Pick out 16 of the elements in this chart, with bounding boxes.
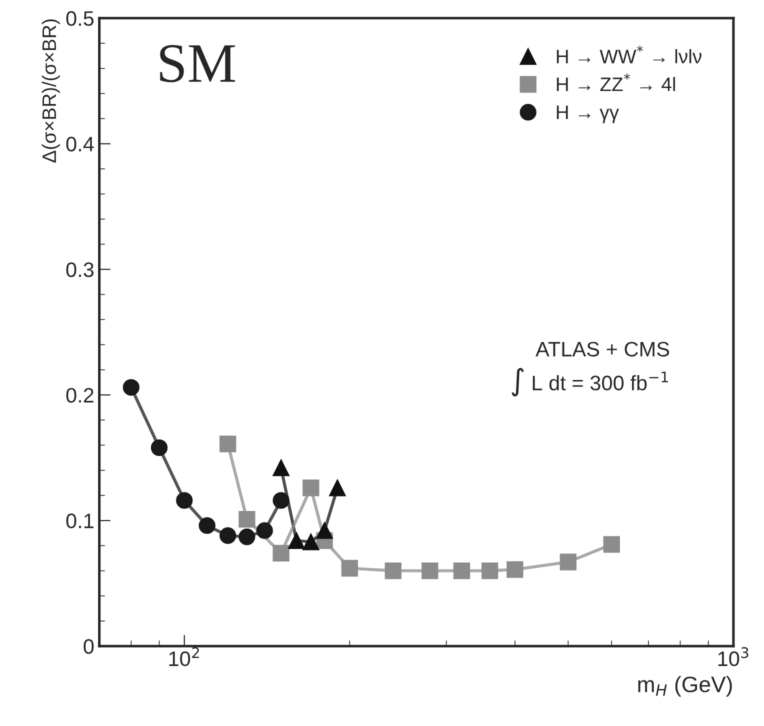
annotation: SM <box>160 44 236 82</box>
x-tick-label: 10$^{3}$ <box>718 647 748 666</box>
x-tick-label: 10$^{2}$ <box>169 647 199 666</box>
legend-label: H → WW$^{*}$ → lνlν <box>556 46 702 64</box>
y-tick-label: 0.3 <box>66 262 94 278</box>
y-tick-label: 0.4 <box>66 136 94 152</box>
y-axis-title: Δ(σ×BR)/(σ×BR) <box>42 19 60 163</box>
y-tick-label: 0.1 <box>66 514 94 528</box>
y-tick-label: 0.5 <box>66 11 94 26</box>
legend-label: H → ZZ$^{*}$ → 4l <box>556 74 675 92</box>
annotation: ∫ L dt = 300 fb$^{−1}$ <box>512 368 668 396</box>
legend-label: H → γγ <box>556 106 619 124</box>
y-tick-label: 0 <box>84 639 94 654</box>
x-axis-title: m$_{H}$ (GeV) <box>638 676 732 697</box>
y-tick-label: 0.2 <box>66 388 94 403</box>
annotation: ATLAS + CMS <box>536 342 670 357</box>
